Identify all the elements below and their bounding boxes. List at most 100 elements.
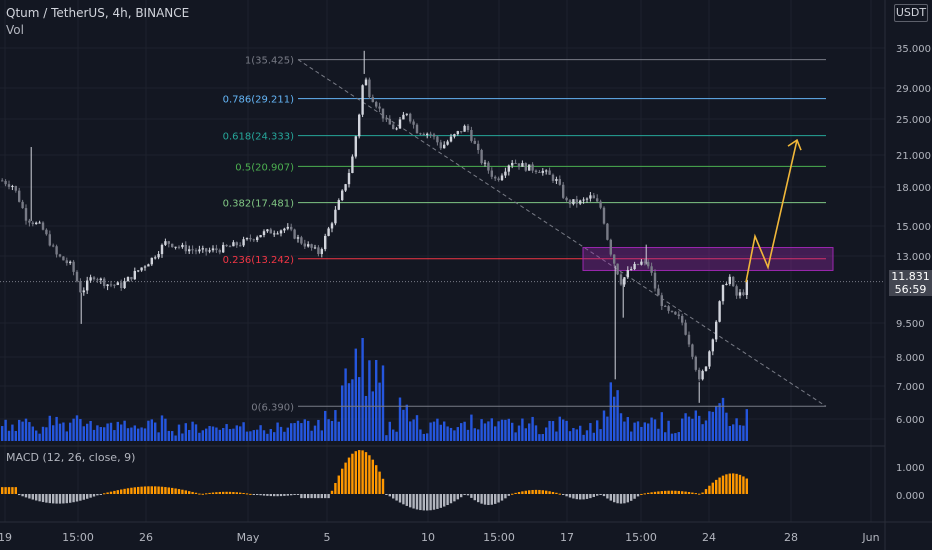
macd-bar bbox=[630, 494, 633, 501]
candle-body bbox=[174, 246, 177, 248]
volume-bar bbox=[177, 424, 181, 441]
candle-body bbox=[327, 228, 330, 236]
candle-body bbox=[514, 162, 517, 164]
volume-bar bbox=[239, 426, 242, 441]
support-zone bbox=[582, 247, 834, 271]
candle-body bbox=[473, 140, 476, 144]
candle-body bbox=[548, 170, 551, 175]
macd-bar bbox=[103, 493, 106, 495]
volume-bar bbox=[633, 422, 636, 441]
time-tick-label: May bbox=[237, 531, 260, 544]
volume-bar bbox=[245, 431, 249, 441]
volume-bar bbox=[582, 434, 585, 441]
candle-body bbox=[381, 108, 385, 119]
volume-bar bbox=[194, 424, 198, 441]
volume-bar bbox=[568, 431, 572, 441]
macd-bar bbox=[538, 489, 541, 494]
candle-body bbox=[364, 79, 368, 86]
macd-bar bbox=[35, 494, 38, 501]
volume-bar bbox=[337, 421, 340, 441]
candle-body bbox=[687, 334, 691, 345]
candle-body bbox=[466, 125, 470, 131]
candle-body bbox=[507, 165, 510, 172]
macd-bar bbox=[500, 494, 504, 501]
volume-bar bbox=[11, 424, 14, 441]
candle-body bbox=[725, 283, 728, 285]
candle-body bbox=[619, 274, 623, 285]
volume-bar bbox=[636, 421, 640, 441]
candle-body bbox=[589, 195, 592, 199]
volume-bar bbox=[439, 424, 442, 441]
volume-bar bbox=[606, 416, 609, 441]
currency-badge[interactable]: USDT bbox=[894, 4, 928, 22]
candle-body bbox=[58, 254, 62, 257]
macd-bar bbox=[242, 492, 245, 494]
candle-body bbox=[279, 230, 283, 234]
candle-body bbox=[358, 114, 361, 137]
candle-body bbox=[728, 276, 731, 284]
candle-body bbox=[273, 233, 276, 235]
macd-bar bbox=[517, 492, 521, 494]
macd-bar bbox=[575, 494, 578, 500]
volume-bar bbox=[694, 410, 697, 441]
volume-bar bbox=[504, 419, 507, 441]
candle-body bbox=[422, 133, 425, 135]
candle-body bbox=[45, 229, 48, 235]
candle-body bbox=[626, 270, 629, 278]
candle-body bbox=[293, 229, 296, 239]
volume-bar bbox=[538, 434, 541, 441]
candle-body bbox=[191, 249, 194, 251]
macd-bar bbox=[171, 487, 174, 494]
fib-level-label: 0.236(13.242) bbox=[223, 255, 295, 266]
macd-bar bbox=[41, 494, 45, 503]
volume-bar bbox=[133, 425, 136, 441]
volume-bar bbox=[718, 403, 721, 441]
macd-tick-label: 1.000 bbox=[896, 463, 925, 474]
time-axis[interactable]: 19 15:00 26 May 5 10 15:00 17 15:00 24 28 Jun bbox=[0, 531, 880, 544]
macd-bar bbox=[521, 491, 524, 494]
macd-bar bbox=[392, 494, 395, 499]
volume-bar bbox=[653, 419, 657, 441]
macd-bar bbox=[109, 491, 113, 494]
candle-body bbox=[62, 256, 65, 261]
macd-bar bbox=[283, 494, 286, 496]
volume-bar bbox=[7, 430, 11, 441]
time-tick-label: 15:00 bbox=[483, 531, 515, 544]
macd-bar bbox=[313, 494, 317, 499]
candle-body bbox=[38, 222, 41, 224]
macd-bar bbox=[358, 450, 361, 494]
candle-body bbox=[565, 197, 568, 201]
candle-body bbox=[480, 150, 483, 164]
macd-bar bbox=[616, 494, 619, 504]
price-tick-label: 15.000 bbox=[896, 222, 931, 233]
candle-body bbox=[337, 200, 340, 210]
candle-body bbox=[460, 131, 463, 133]
macd-bar bbox=[691, 492, 694, 494]
macd-bar bbox=[738, 474, 742, 494]
volume-bar bbox=[674, 433, 677, 441]
volume-bar bbox=[35, 430, 38, 441]
candle-body bbox=[55, 246, 58, 255]
candle-body bbox=[497, 178, 500, 181]
candle-body bbox=[490, 170, 493, 177]
candle-body bbox=[269, 229, 272, 234]
macd-bar bbox=[541, 490, 544, 494]
candle-body bbox=[439, 142, 442, 149]
volume-bar bbox=[432, 421, 436, 441]
price-axis[interactable]: 35.000 29.000 25.000 21.000 18.000 15.000 13.0… bbox=[896, 44, 931, 502]
macd-bar bbox=[422, 494, 425, 511]
macd-bar bbox=[599, 494, 602, 495]
candle-body bbox=[524, 163, 527, 171]
candle-body bbox=[130, 277, 133, 280]
macd-bar bbox=[126, 488, 130, 494]
volume-bar bbox=[392, 429, 395, 441]
volume-bar bbox=[222, 428, 225, 441]
volume-bar bbox=[211, 426, 215, 441]
macd-bar bbox=[7, 487, 11, 494]
macd-bar bbox=[259, 494, 262, 496]
macd-bar bbox=[728, 473, 731, 494]
candle-body bbox=[167, 241, 170, 244]
macd-bar bbox=[432, 494, 436, 510]
candle-body bbox=[691, 344, 694, 357]
